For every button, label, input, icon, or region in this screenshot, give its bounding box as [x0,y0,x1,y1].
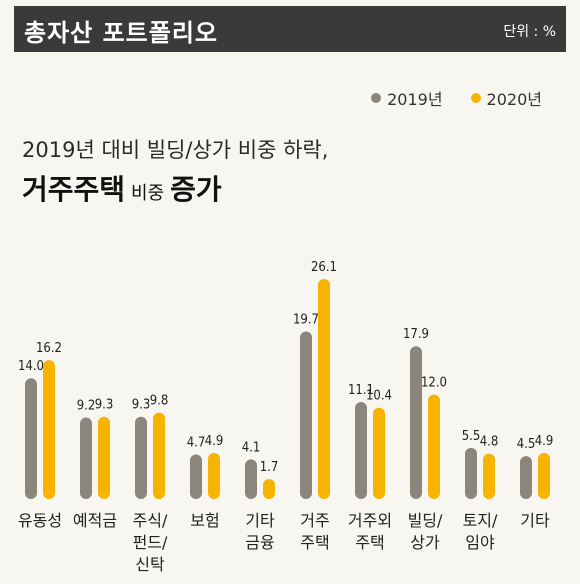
data-label-2019-2: 9.3 [132,398,151,413]
data-label-2019-0: 14.0 [18,359,44,374]
category-label-2-0: 주식/ [133,511,168,530]
legend-label-2019: 2019년 [387,90,443,109]
bar-2019-2 [135,416,147,499]
bar-2020-4 [263,479,275,499]
legend-item-2020: 2020년 [470,86,542,110]
data-label-2020-8: 4.8 [480,435,499,450]
unit-label: 단위 : % [503,24,556,40]
category-label-7-0: 빌딩/ [408,511,443,530]
bar-2019-5 [300,331,312,499]
title-bar: 총자산 포트폴리오 단위 : % [14,6,566,52]
data-label-2020-5: 26.1 [311,260,337,275]
bar-2019-1 [80,417,92,499]
headline-line2: 거주주택 비중 증가 [22,168,222,208]
category-label-6-0: 거주외 [348,511,392,530]
bar-2019-4 [245,459,257,499]
data-label-2020-9: 4.9 [535,434,554,449]
bar-2019-8 [465,447,477,499]
category-label-6-1: 주택 [355,533,384,552]
category-label-8-0: 토지/ [463,511,498,530]
category-label-9-0: 기타 [520,511,550,530]
legend-label-2020: 2020년 [486,90,542,109]
bar-2019-9 [520,456,532,499]
category-label-2-1: 펀드/ [133,533,168,552]
data-label-2020-2: 9.8 [150,394,169,409]
legend-item-2019: 2019년 [371,86,443,110]
category-label-3-0: 보험 [190,511,219,530]
category-label-5-1: 주택 [300,533,329,552]
bar-2019-7 [410,346,422,499]
data-label-2019-5: 19.7 [293,312,319,327]
data-label-2020-7: 12.0 [421,376,447,391]
bar-2020-0 [43,360,55,499]
data-label-2020-1: 9.3 [95,398,114,413]
bar-2020-8 [483,453,495,499]
category-label-8-1: 임야 [465,533,495,552]
bar-2020-1 [98,416,110,499]
headline-share: 비중 [131,183,165,204]
bar-2020-7 [428,394,440,499]
bar-2019-0 [25,378,37,499]
bar-2020-2 [153,412,165,499]
bar-2019-6 [355,401,367,499]
bar-2020-3 [208,452,220,499]
data-label-2019-4: 4.1 [242,440,261,455]
data-label-2020-6: 10.4 [366,389,392,404]
bar-2019-3 [190,454,202,499]
data-label-2019-8: 5.5 [462,429,481,444]
category-label-4-1: 금융 [245,533,274,552]
category-label-1-0: 예적금 [73,511,117,530]
category-label-7-1: 상가 [410,533,440,552]
category-label-5-0: 거주 [300,511,329,530]
legend-dot-2019 [371,93,382,103]
category-label-0-0: 유동성 [18,511,62,530]
data-label-2020-3: 4.9 [205,434,224,449]
data-label-2019-7: 17.9 [403,327,429,342]
data-label-2019-9: 4.5 [517,437,536,452]
bar-2020-5 [318,278,330,499]
data-label-2019-1: 9.2 [77,399,96,414]
data-label-2020-4: 1.7 [260,460,279,475]
headline-housing: 거주주택 [22,173,126,206]
category-label-2-2: 신탁 [135,555,165,574]
headline-increase: 증가 [170,173,222,206]
data-label-2020-0: 16.2 [36,341,62,356]
data-label-2019-3: 4.7 [187,435,206,450]
headline-line1: 2019년 대비 빌딩/상가 비중 하락, [22,138,329,162]
bar-2020-6 [373,407,385,499]
chart-title: 총자산 포트폴리오 [24,19,218,47]
legend: 2019년 2020년 [343,86,542,110]
legend-dot-2020 [470,93,481,103]
category-label-4-0: 기타 [245,511,275,530]
header: 총자산 포트폴리오 단위 : % [0,0,580,60]
data-label-2019-6: 11.1 [348,383,374,398]
bar-2020-9 [538,452,550,499]
